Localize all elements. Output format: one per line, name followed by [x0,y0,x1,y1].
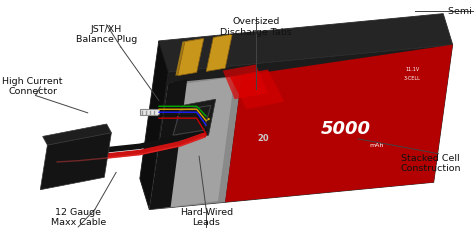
Text: 3-CELL: 3-CELL [404,76,421,81]
Bar [140,109,159,115]
Polygon shape [40,133,111,190]
Text: 12 Gauge
Maxx Cable: 12 Gauge Maxx Cable [51,208,106,227]
Polygon shape [175,38,201,76]
Polygon shape [223,64,268,99]
Polygon shape [149,45,453,210]
Polygon shape [225,45,453,202]
Text: 11.1V: 11.1V [405,67,419,72]
Text: Hard-Wired
Leads: Hard-Wired Leads [180,208,233,227]
Polygon shape [230,69,284,109]
Polygon shape [173,105,211,135]
Text: mAh: mAh [370,143,384,148]
Text: Semi Rigid Wrap: Semi Rigid Wrap [448,7,474,16]
Polygon shape [140,41,168,210]
Text: High Current
Connector: High Current Connector [2,77,63,96]
Polygon shape [159,14,453,72]
Text: 5000: 5000 [321,120,371,138]
Text: JST/XH
Balance Plug: JST/XH Balance Plug [76,25,137,44]
Text: 20: 20 [257,134,269,143]
Polygon shape [149,79,187,210]
Polygon shape [161,77,235,208]
Polygon shape [178,38,204,76]
Polygon shape [43,124,111,145]
Polygon shape [175,99,216,141]
Text: Stacked Cell
Construction: Stacked Cell Construction [401,154,461,173]
Polygon shape [206,34,232,71]
Polygon shape [149,76,242,210]
Text: Oversized
Discharge Tabs: Oversized Discharge Tabs [220,17,292,37]
